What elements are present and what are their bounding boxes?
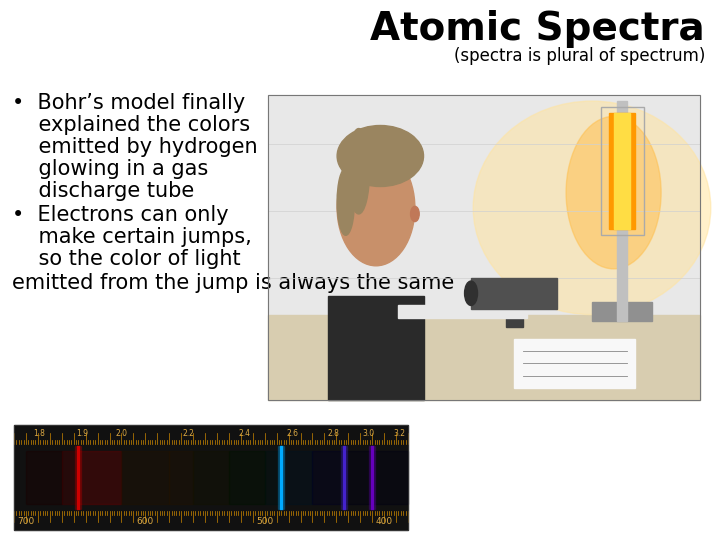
Text: 1.8: 1.8 bbox=[33, 429, 45, 438]
Text: 500: 500 bbox=[256, 517, 274, 526]
Text: discharge tube: discharge tube bbox=[12, 181, 194, 201]
Text: explained the colors: explained the colors bbox=[12, 115, 250, 135]
Bar bbox=[614, 113, 630, 229]
Bar bbox=[122, 451, 169, 504]
Bar bbox=[372, 451, 408, 504]
Bar bbox=[282, 451, 312, 504]
Text: Atomic Spectra: Atomic Spectra bbox=[370, 10, 705, 48]
Bar bbox=[279, 446, 284, 509]
Bar bbox=[592, 302, 652, 321]
Ellipse shape bbox=[337, 150, 415, 266]
Text: 2.0: 2.0 bbox=[115, 429, 127, 438]
Bar bbox=[78, 451, 122, 504]
Ellipse shape bbox=[337, 125, 423, 186]
Bar bbox=[371, 446, 373, 509]
Text: glowing in a gas: glowing in a gas bbox=[12, 159, 208, 179]
Bar bbox=[312, 451, 343, 504]
Text: 400: 400 bbox=[376, 517, 392, 526]
Text: make certain jumps,: make certain jumps, bbox=[12, 227, 252, 247]
Ellipse shape bbox=[348, 129, 369, 214]
Text: •  Electrons can only: • Electrons can only bbox=[12, 205, 229, 225]
Bar bbox=[505, 302, 523, 327]
Bar bbox=[600, 107, 644, 235]
Bar bbox=[14, 425, 408, 530]
Text: 700: 700 bbox=[17, 517, 35, 526]
Ellipse shape bbox=[410, 206, 419, 221]
Bar bbox=[609, 113, 635, 229]
Text: 2.4: 2.4 bbox=[239, 429, 251, 438]
Bar bbox=[268, 95, 700, 400]
Ellipse shape bbox=[566, 116, 661, 269]
Ellipse shape bbox=[337, 168, 354, 235]
Bar bbox=[328, 296, 423, 400]
Bar bbox=[397, 306, 527, 318]
Text: emitted by hydrogen: emitted by hydrogen bbox=[12, 137, 258, 157]
Bar bbox=[169, 451, 193, 504]
Bar bbox=[369, 446, 375, 509]
Bar bbox=[268, 315, 700, 400]
Bar bbox=[62, 451, 78, 504]
Ellipse shape bbox=[473, 101, 711, 315]
Text: 2.2: 2.2 bbox=[183, 429, 194, 438]
Bar bbox=[26, 451, 62, 504]
Bar bbox=[280, 446, 282, 509]
Text: 3.2: 3.2 bbox=[393, 429, 405, 438]
Text: 600: 600 bbox=[137, 517, 154, 526]
Bar bbox=[229, 451, 265, 504]
Bar bbox=[343, 451, 372, 504]
Bar bbox=[343, 446, 345, 509]
Text: 2.6: 2.6 bbox=[287, 429, 298, 438]
Bar bbox=[14, 425, 408, 530]
Text: •  Bohr’s model finally: • Bohr’s model finally bbox=[12, 93, 246, 113]
Text: so the color of light: so the color of light bbox=[12, 249, 240, 269]
Ellipse shape bbox=[464, 281, 477, 306]
Bar bbox=[193, 451, 229, 504]
Text: emitted from the jump is always the same: emitted from the jump is always the same bbox=[12, 273, 454, 293]
Bar bbox=[265, 451, 282, 504]
Bar bbox=[617, 101, 627, 321]
Bar bbox=[471, 278, 557, 308]
Text: 3.0: 3.0 bbox=[362, 429, 374, 438]
Bar bbox=[77, 446, 79, 509]
Text: 2.8: 2.8 bbox=[327, 429, 339, 438]
Text: 1.9: 1.9 bbox=[76, 429, 89, 438]
Bar bbox=[341, 446, 346, 509]
Bar bbox=[75, 446, 81, 509]
Bar bbox=[268, 95, 700, 400]
Bar bbox=[514, 339, 635, 388]
Text: (spectra is plural of spectrum): (spectra is plural of spectrum) bbox=[454, 47, 705, 65]
